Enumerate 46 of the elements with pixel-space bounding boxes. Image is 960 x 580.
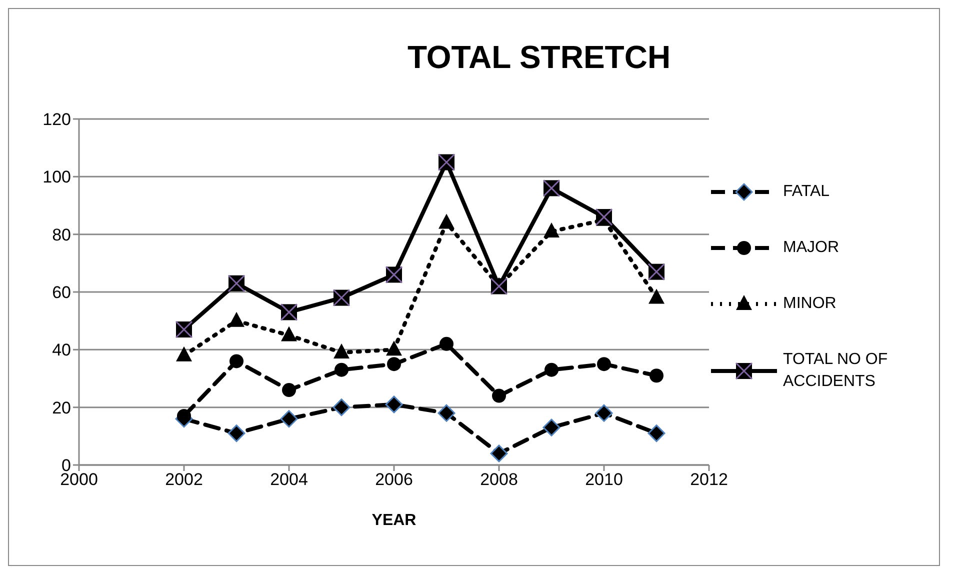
- point: [438, 214, 454, 229]
- point: [334, 362, 348, 377]
- point: [650, 368, 664, 383]
- y-tick-label: 40: [52, 340, 71, 360]
- point: [230, 354, 244, 368]
- y-tick-label: 80: [52, 225, 71, 244]
- point: [542, 418, 560, 436]
- point: [280, 410, 298, 428]
- point: [282, 383, 296, 398]
- point: [648, 288, 664, 304]
- point: [177, 408, 191, 423]
- point: [440, 336, 454, 351]
- y-tick-label: 100: [42, 168, 71, 187]
- point: [385, 396, 403, 414]
- legend-label: TOTAL NO OF ACCIDENTS: [783, 350, 889, 392]
- y-tick-label: 20: [52, 398, 71, 418]
- y-tick-label: 120: [42, 110, 71, 130]
- point: [544, 362, 558, 377]
- point: [332, 398, 350, 416]
- x-tick-label: 2004: [270, 470, 308, 490]
- point: [281, 326, 297, 342]
- point: [544, 222, 560, 238]
- chart-title: TOTAL STRETCH: [406, 39, 672, 76]
- legend-label: MINOR: [783, 294, 838, 314]
- legend-label: FATAL: [783, 182, 831, 202]
- point: [228, 312, 244, 327]
- point: [334, 344, 350, 359]
- x-tick-label: 2000: [60, 470, 98, 490]
- x-axis-title: YEAR: [372, 512, 417, 529]
- point: [387, 357, 401, 372]
- x-tick-label: 2010: [585, 470, 623, 490]
- x-tick-label: 2002: [165, 470, 203, 490]
- x-tick-label: 2012: [690, 470, 728, 490]
- point: [490, 444, 508, 462]
- legend-label: MAJOR: [783, 238, 840, 258]
- point: [228, 424, 246, 442]
- point: [595, 404, 613, 422]
- point: [438, 404, 456, 422]
- x-tick-label: 2008: [480, 470, 518, 490]
- point: [386, 340, 402, 356]
- point: [492, 388, 506, 403]
- point: [597, 357, 611, 372]
- y-tick-label: 60: [52, 283, 71, 302]
- point: [176, 346, 192, 362]
- x-tick-label: 2006: [375, 470, 413, 490]
- point: [648, 424, 666, 442]
